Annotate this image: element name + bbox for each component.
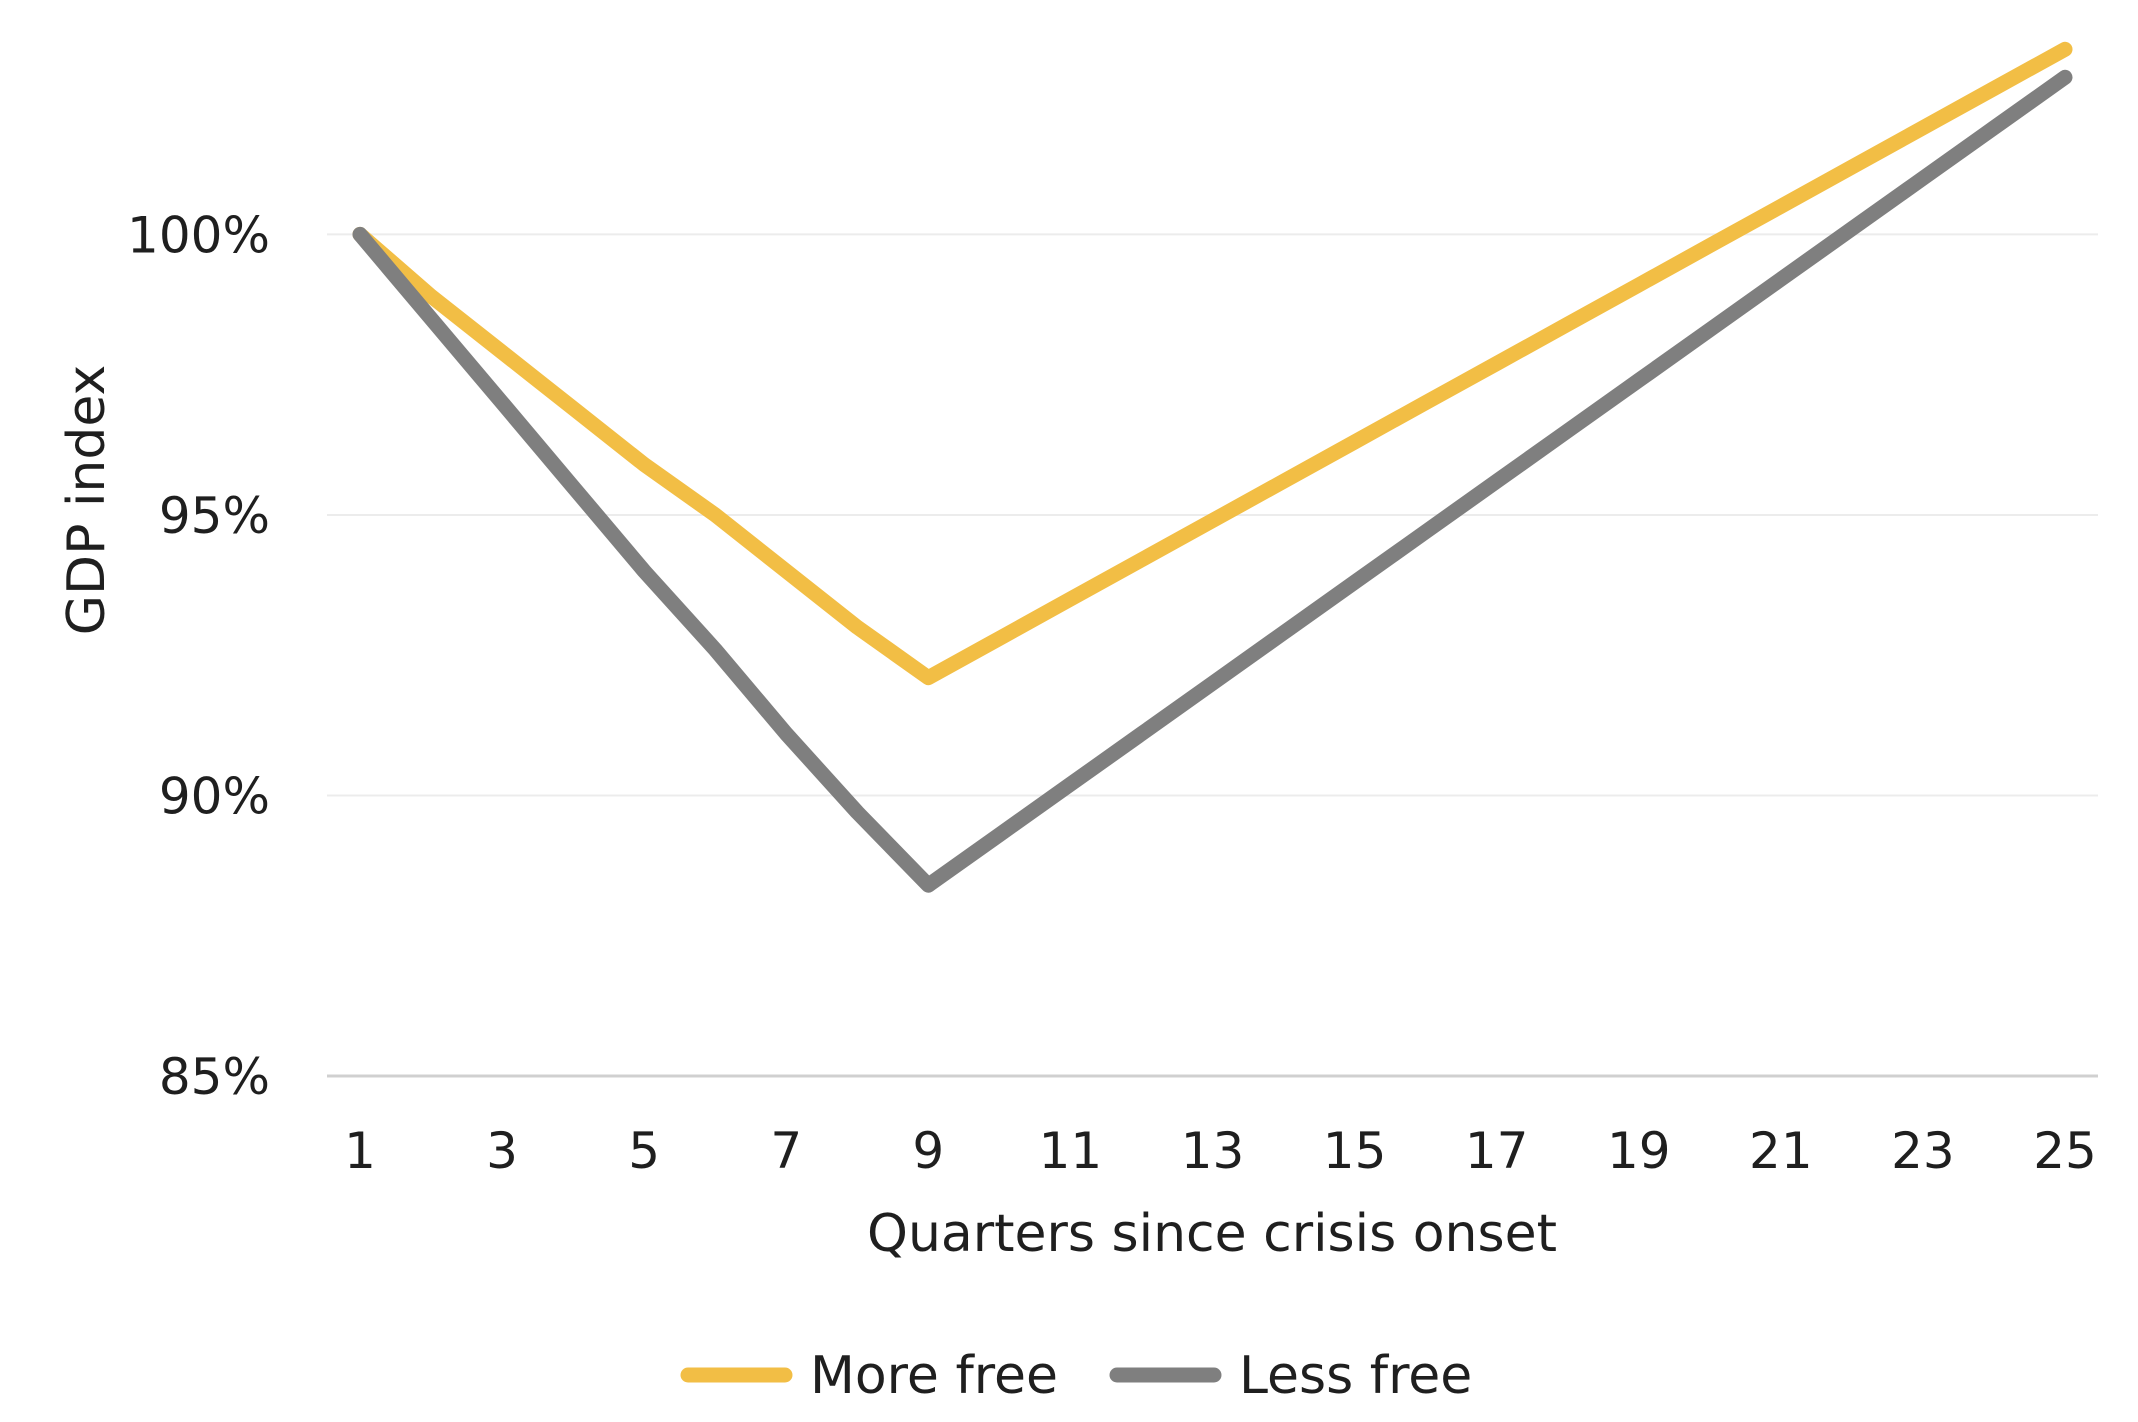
legend-label: Less free <box>1239 1346 1472 1406</box>
x-tick-label: 3 <box>486 1122 518 1180</box>
y-tick-label: 90% <box>159 767 270 825</box>
x-tick-label: 7 <box>770 1122 802 1180</box>
x-tick-label: 11 <box>1039 1122 1103 1180</box>
legend-label: More free <box>810 1346 1058 1406</box>
x-tick-label: 1 <box>344 1122 376 1180</box>
x-tick-label: 9 <box>912 1122 944 1180</box>
x-tick-label: 5 <box>628 1122 660 1180</box>
y-axis-title: GDP index <box>57 365 117 636</box>
y-tick-label: 100% <box>127 206 270 264</box>
series-line-more-free <box>352 41 2073 686</box>
legend: More free Less free <box>680 1346 1472 1406</box>
x-tick-label: 13 <box>1181 1122 1245 1180</box>
x-tick-label: 15 <box>1323 1122 1387 1180</box>
x-tick-label: 19 <box>1607 1122 1671 1180</box>
x-tick-label: 21 <box>1749 1122 1813 1180</box>
y-tick-label: 85% <box>159 1048 270 1106</box>
x-tick-label: 17 <box>1465 1122 1529 1180</box>
y-axis-ticks: 85% 90% 95% 100% <box>127 206 270 1106</box>
y-tick-label: 95% <box>159 487 270 545</box>
x-axis-title: Quarters since crisis onset <box>867 1204 1557 1264</box>
x-tick-label: 25 <box>2033 1122 2097 1180</box>
series-line-less-free <box>352 69 2073 893</box>
x-tick-label: 23 <box>1891 1122 1955 1180</box>
x-axis-ticks: 1 3 5 7 9 11 13 15 17 19 21 23 25 <box>344 1122 2097 1180</box>
series-lines <box>352 41 2073 893</box>
